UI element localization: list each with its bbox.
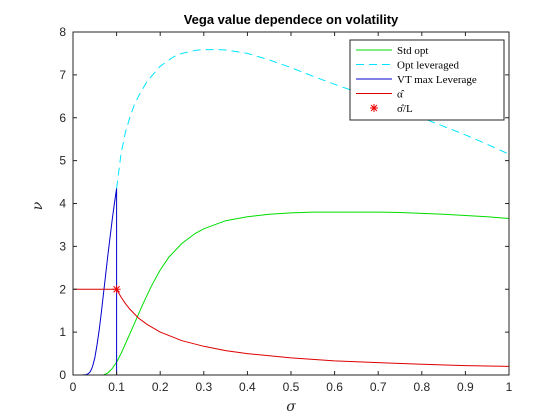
y-tick-label: 0 (59, 368, 66, 382)
chart-title: Vega value dependece on volatility (184, 12, 399, 27)
x-axis-label: σ (286, 399, 296, 415)
legend-label: Opt leveraged (397, 60, 459, 72)
x-tick-label: 1 (506, 380, 513, 394)
y-tick-label: 8 (59, 25, 66, 39)
x-tick-label: 0.8 (413, 380, 430, 394)
legend-label: σ̂/L (397, 103, 413, 115)
y-tick-label: 6 (59, 111, 66, 125)
x-tick-label: 0.1 (108, 380, 125, 394)
x-tick-label: 0.3 (195, 380, 212, 394)
y-tick-label: 7 (59, 68, 66, 82)
legend-entry: σ̂/L (370, 103, 413, 115)
axes-layer: 0 0.1 0.2 0.3 0.4 0.5 0.6 0.7 0.8 0.9 1 0 1 2 3 4 5 6 7 8 (59, 25, 512, 394)
x-tick-label: 0.2 (152, 380, 169, 394)
series-line-0 (103, 211, 510, 376)
legend-entry: Std opt (356, 45, 428, 57)
series-line-3 (73, 288, 510, 367)
y-tick-label: 4 (59, 197, 66, 211)
legend-label: α̂ (397, 89, 405, 101)
sigma-hat-marker (112, 285, 121, 294)
x-tick-label: 0.9 (457, 380, 474, 394)
legend-items: Std opt Opt leveraged VT max Leverage α̂ σ̂/… (356, 45, 477, 115)
y-tick-label: 2 (59, 282, 66, 296)
x-tick-label: 0.6 (326, 380, 343, 394)
x-tick-label: 0 (70, 380, 77, 394)
series-layer (73, 49, 510, 376)
series-line-1 (116, 49, 510, 189)
legend-label: Std opt (397, 45, 428, 57)
x-tick-label: 0.7 (370, 380, 387, 394)
x-tick-label: 0.5 (283, 380, 300, 394)
y-axis-label: ν (30, 201, 46, 210)
legend-entry: Opt leveraged (356, 60, 459, 72)
legend-entry: α̂ (356, 89, 405, 101)
x-tick-label: 0.4 (239, 380, 256, 394)
y-tick-label: 3 (59, 239, 66, 253)
legend: Std opt Opt leveraged VT max Leverage α̂ σ̂/… (349, 39, 505, 121)
legend-label: VT max Leverage (397, 74, 477, 86)
y-tick-label: 5 (59, 154, 66, 168)
y-tick-label: 1 (59, 325, 66, 339)
legend-entry: VT max Leverage (356, 74, 477, 86)
